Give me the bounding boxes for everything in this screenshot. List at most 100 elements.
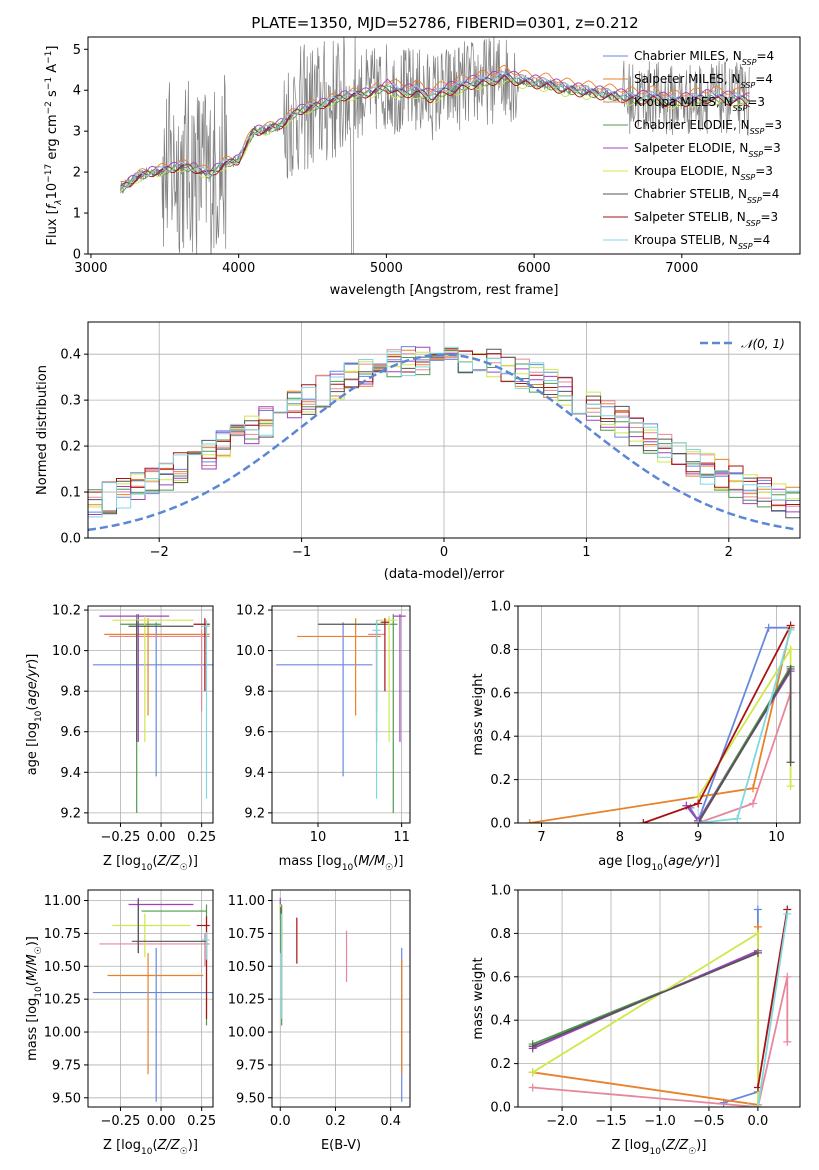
y-tick-label: 9.2	[60, 806, 81, 821]
x-tick-label: 0.00	[147, 830, 176, 845]
data-point-marker	[786, 625, 795, 634]
y-tick-label: 10.00	[228, 1026, 265, 1041]
x-tick-label: 5000	[370, 261, 403, 276]
x-tick-label: −1.0	[644, 1114, 676, 1129]
x-tick-label: 0.25	[187, 830, 216, 845]
x-tick-label: −0.5	[693, 1114, 725, 1129]
x-axis-label: wavelength [Angstrom, rest frame]	[330, 283, 559, 298]
x-tick-label: 7	[537, 830, 545, 845]
y-axis-label: Normed distribution	[35, 365, 50, 495]
plot-area	[120, 37, 751, 254]
spectrum-panel: 3000 4000 5000 6000 7000 0 1 2 3 4 5 wavelength [An…	[44, 36, 801, 298]
legend: Chabrier MILES, NSSP=4 Salpeter MILES, NS…	[603, 49, 782, 251]
x-axis-label: E(B-V)	[321, 1138, 361, 1153]
x-tick-label: −1	[292, 545, 311, 560]
y-tick-label: 0.2	[490, 773, 511, 788]
x-tick-label: 7000	[665, 261, 698, 276]
y-tick-label: 10.50	[44, 960, 81, 975]
data-point-marker	[783, 909, 792, 918]
y-axis-label: mass weight	[471, 957, 486, 1039]
data-point-marker	[733, 814, 742, 823]
legend-label: Salpeter MILES, NSSP=4	[634, 72, 773, 90]
axes-frame	[271, 605, 411, 824]
legend-label: Kroupa MILES, NSSP=3	[634, 95, 765, 113]
data-point-marker	[786, 758, 795, 767]
y-tick-label: 11.00	[44, 894, 81, 909]
x-tick-label: 0	[440, 545, 448, 560]
x-tick-label: 8	[616, 830, 624, 845]
y-tick-label: 10.00	[44, 1026, 81, 1041]
legend-label: Chabrier STELIB, NSSP=4	[634, 187, 779, 205]
mass-vs-metallicity-panel: −0.25 0.00 0.25 9.50 9.75 10.00 10.25 10.50 10.7…	[25, 889, 216, 1157]
mass-weight-vs-age-panel: 7 8 9 10 0.0 0.2 0.4 0.6 0.8 1.0 age [log10(age/yr…	[471, 600, 801, 873]
data-point-marker	[753, 948, 762, 957]
x-tick-label: 6000	[518, 261, 551, 276]
mass-weight-line	[723, 909, 759, 1104]
age-vs-metallicity-panel: −0.25 0.00 0.25 9.2 9.4 9.6 9.8 10.0 10.2 Z [log1…	[25, 604, 216, 873]
x-axis-label: (data-model)/error	[384, 567, 505, 582]
legend-label: Salpeter STELIB, NSSP=3	[634, 210, 778, 228]
axes-frame	[517, 889, 801, 1108]
data-point-marker	[753, 905, 762, 914]
grid-lines	[88, 890, 213, 1107]
histogram-step-line	[88, 346, 800, 523]
axes-frame	[271, 889, 411, 1108]
data-point-marker	[786, 782, 795, 791]
mass-weight-line	[757, 909, 789, 1088]
plot-area	[88, 346, 800, 532]
model-spectrum-line	[120, 71, 750, 188]
y-tick-label: 10.25	[228, 993, 265, 1008]
y-tick-label: 0	[73, 248, 81, 263]
axes-frame	[87, 36, 801, 255]
y-tick-label: 0.2	[490, 1057, 511, 1072]
y-tick-label: 0.4	[490, 1014, 511, 1029]
y-tick-label: 0.2	[60, 440, 81, 455]
data-point-marker	[749, 799, 757, 808]
x-axis-label: age [log10(age/yr)]	[598, 854, 720, 873]
x-axis-label: Z [log10(Z/Z☉)]	[103, 1138, 198, 1157]
data-point-marker	[744, 1103, 753, 1107]
model-spectrum-line	[120, 64, 750, 183]
mass-weight-line	[532, 952, 759, 1048]
y-tick-label: 10.50	[228, 960, 265, 975]
data-point-marker	[764, 623, 773, 632]
y-axis-label: age [log10(age/yr)]	[25, 654, 44, 776]
x-axis-label: mass [log10(M/M☉)]	[279, 854, 404, 873]
data-point-marker	[749, 784, 757, 793]
data-point-marker	[528, 1068, 537, 1077]
mass-weight-line	[529, 627, 792, 823]
model-spectrum-line	[120, 78, 751, 193]
data-point-marker	[525, 819, 534, 823]
x-tick-label: −1.5	[595, 1114, 627, 1129]
legend-label: Chabrier MILES, NSSP=4	[634, 49, 774, 67]
y-tick-label: 9.4	[60, 766, 81, 781]
x-tick-label: 3000	[74, 261, 107, 276]
x-tick-label: 0.0	[748, 1114, 769, 1129]
y-tick-label: 0.4	[60, 348, 81, 363]
axes-frame	[517, 605, 801, 824]
residual-histogram-panel: −2 −1 0 1 2 0.0 0.1 0.2 0.3 0.4 (data-model)/error…	[35, 321, 801, 582]
y-tick-label: 2	[73, 166, 81, 181]
mass-weight-vs-metallicity-panel: −2.0 −1.5 −1.0 −0.5 0.0 0.0 0.2 0.4 0.6 0.8 1.0 Z […	[471, 884, 801, 1157]
plot-area	[525, 621, 795, 823]
y-tick-label: 9.75	[236, 1058, 265, 1073]
x-tick-label: 0.00	[147, 1114, 176, 1129]
y-tick-label: 0.8	[490, 643, 511, 658]
mass-weight-line	[532, 976, 789, 1107]
data-point-marker	[786, 664, 795, 673]
grid-lines	[88, 606, 213, 823]
observed-spectrum-line	[120, 37, 751, 254]
y-tick-label: 10.2	[52, 604, 81, 619]
y-tick-label: 10.75	[228, 927, 265, 942]
y-tick-label: 0.1	[60, 486, 81, 501]
y-tick-label: 10.2	[236, 604, 265, 619]
x-tick-label: −2	[150, 545, 169, 560]
data-point-marker	[694, 819, 703, 823]
plot-area	[276, 614, 406, 813]
legend-label: Kroupa ELODIE, NSSP=3	[634, 164, 773, 182]
x-axis-label: Z [log10(Z/Z☉)]	[612, 1138, 707, 1157]
x-tick-label: 0.2	[325, 1114, 346, 1129]
y-tick-label: 9.4	[244, 766, 265, 781]
plot-area	[279, 897, 403, 1102]
